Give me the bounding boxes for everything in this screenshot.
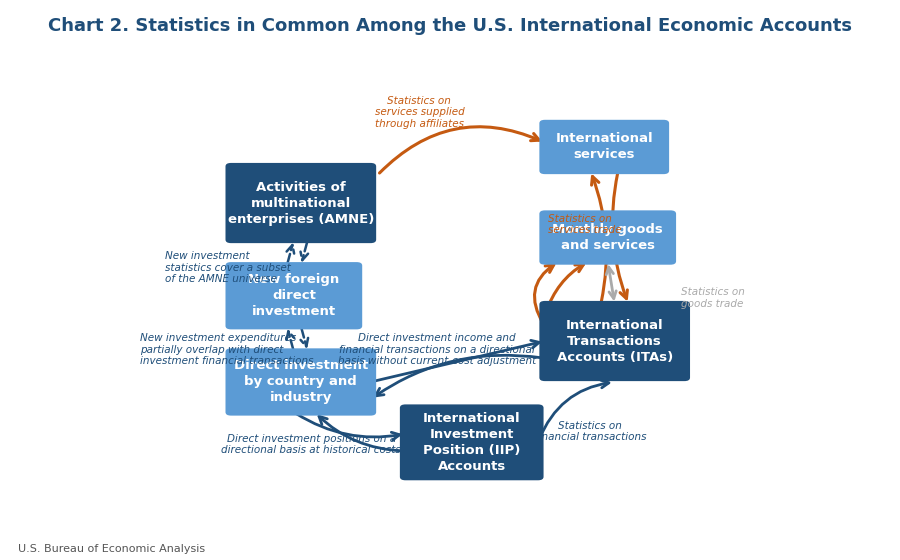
- FancyBboxPatch shape: [400, 404, 544, 480]
- Text: Statistics on
financial transactions: Statistics on financial transactions: [535, 421, 646, 442]
- FancyBboxPatch shape: [539, 301, 690, 381]
- Text: Statistics on
services trade: Statistics on services trade: [548, 214, 622, 235]
- Text: Direct investment income and
financial transactions on a directional
basis witho: Direct investment income and financial t…: [338, 333, 536, 366]
- Text: Direct investment positions on a
directional basis at historical costs: Direct investment positions on a directi…: [221, 433, 401, 455]
- FancyBboxPatch shape: [226, 262, 362, 329]
- FancyBboxPatch shape: [539, 120, 669, 174]
- FancyBboxPatch shape: [226, 163, 376, 243]
- FancyBboxPatch shape: [226, 348, 376, 416]
- Text: Chart 2. Statistics in Common Among the U.S. International Economic Accounts: Chart 2. Statistics in Common Among the …: [48, 17, 852, 35]
- Text: International
Investment
Position (IIP)
Accounts: International Investment Position (IIP) …: [423, 412, 520, 473]
- Text: Statistics on
goods trade: Statistics on goods trade: [681, 287, 745, 309]
- Text: New investment expenditures
partially overlap with direct
investment financial t: New investment expenditures partially ov…: [140, 333, 314, 366]
- Text: U.S. Bureau of Economic Analysis: U.S. Bureau of Economic Analysis: [18, 544, 205, 554]
- FancyBboxPatch shape: [539, 211, 676, 265]
- Text: Statistics on
services supplied
through affiliates: Statistics on services supplied through …: [374, 96, 464, 129]
- Text: Activities of
multinational
enterprises (AMNE): Activities of multinational enterprises …: [228, 180, 374, 226]
- Text: International
Transactions
Accounts (ITAs): International Transactions Accounts (ITA…: [556, 319, 673, 363]
- Text: New investment
statistics cover a subset
of the AMNE universe: New investment statistics cover a subset…: [165, 251, 291, 284]
- Text: International
services: International services: [555, 133, 653, 161]
- Text: Direct investment
by country and
industry: Direct investment by country and industr…: [234, 360, 368, 404]
- Text: Monthly goods
and services: Monthly goods and services: [553, 223, 663, 252]
- Text: New foreign
direct
investment: New foreign direct investment: [248, 273, 339, 318]
